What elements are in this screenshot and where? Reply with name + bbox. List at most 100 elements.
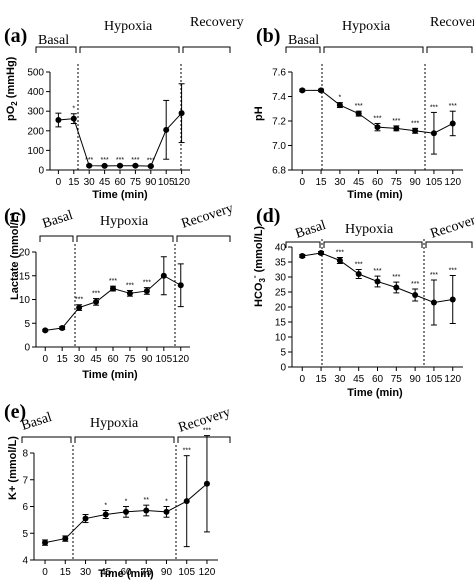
y-tick-label: 0 xyxy=(38,166,44,177)
x-axis-label: Time (min) xyxy=(98,568,154,580)
x-tick-label: 45 xyxy=(353,177,365,188)
data-point xyxy=(82,515,89,522)
panel-b: (b)BasalHypoxiaRecovery6.87.07.27.47.601… xyxy=(253,15,474,201)
significance-mark: *** xyxy=(116,157,124,164)
data-point xyxy=(412,127,419,134)
data-point xyxy=(412,292,419,298)
y-tick-label: 10 xyxy=(19,295,31,306)
data-point xyxy=(203,480,210,487)
significance-mark: *** xyxy=(392,118,400,125)
y-axis-label-main: pO xyxy=(5,105,17,121)
phase-brackets: Basal Hypoxia Recovery xyxy=(39,201,235,242)
data-point xyxy=(86,162,93,169)
phase-bracket-recovery xyxy=(176,235,231,242)
x-tick-label: 45 xyxy=(90,354,102,365)
x-tick-label: 60 xyxy=(107,354,119,365)
data-point xyxy=(163,126,170,133)
data-point xyxy=(102,511,109,518)
x-tick-label: 75 xyxy=(124,354,136,365)
data-point xyxy=(318,87,325,94)
x-tick-label: 105 xyxy=(426,177,443,188)
y-axis-label: HCO3- (mmol/L) xyxy=(250,226,267,307)
phase-bracket-recovery xyxy=(182,46,231,53)
data-point xyxy=(374,278,381,285)
x-tick-label: 15 xyxy=(60,567,72,578)
data-point xyxy=(59,325,66,331)
panel-letter: (c) xyxy=(4,205,26,227)
significance-mark: *** xyxy=(131,157,139,164)
y-tick-label: 25 xyxy=(275,288,287,299)
x-tick-label: 105 xyxy=(158,177,175,188)
significance-mark: *** xyxy=(411,120,419,127)
phase-label-hypoxia: Hypoxia xyxy=(345,222,394,237)
y-tick-label: 15 xyxy=(19,271,31,282)
y-tick-label: 7 xyxy=(22,475,28,486)
phase-label-hypoxia: Hypoxia xyxy=(90,416,139,431)
x-tick-label: 120 xyxy=(444,374,461,385)
phase-brackets: Basal Hypoxia Recovery xyxy=(285,211,474,248)
data-point xyxy=(42,327,49,334)
data-point xyxy=(355,271,362,277)
y-tick-label: 6.8 xyxy=(272,166,286,177)
y-tick-label: 20 xyxy=(275,303,287,314)
y-tick-label: 100 xyxy=(27,146,44,157)
data-point xyxy=(123,508,129,515)
data-point xyxy=(147,163,154,170)
phase-bracket-recovery xyxy=(177,436,231,443)
data-point xyxy=(336,257,343,264)
x-tick-label: 120 xyxy=(199,567,216,578)
significance-mark: *** xyxy=(85,157,93,164)
significance-mark: *** xyxy=(430,104,438,111)
x-tick-label: 0 xyxy=(299,374,305,385)
x-tick-label: 60 xyxy=(114,177,126,188)
phase-bracket-basal xyxy=(35,46,77,53)
significance-mark: *** xyxy=(183,448,191,455)
x-axis-label: Time (min) xyxy=(82,369,138,381)
x-tick-label: 30 xyxy=(80,567,92,578)
panel-letter: (b) xyxy=(256,25,280,47)
x-axis-label: Time (min) xyxy=(92,189,148,201)
x-tick-label: 90 xyxy=(410,374,422,385)
phase-label-basal: Basal xyxy=(294,218,328,242)
phase-bracket-hypoxia xyxy=(79,46,180,53)
significance-mark: *** xyxy=(392,274,400,281)
data-point xyxy=(393,125,400,132)
significance-mark: *** xyxy=(143,280,151,287)
significance-mark: *** xyxy=(92,291,100,298)
y-axis-label: K+ (mmol/L) xyxy=(7,436,19,500)
data-point xyxy=(449,120,456,127)
data-point xyxy=(430,299,437,306)
panel-letter: (e) xyxy=(4,401,26,423)
y-axis-label-sub: 2 xyxy=(10,101,19,106)
data-point xyxy=(178,110,185,117)
x-tick-label: 30 xyxy=(334,177,346,188)
x-tick-label: 30 xyxy=(74,354,86,365)
data-point xyxy=(126,290,133,297)
significance-mark: *** xyxy=(203,428,211,435)
y-tick-label: 7.0 xyxy=(272,141,286,152)
y-tick-label: 0 xyxy=(280,363,286,374)
significance-mark: ** xyxy=(144,497,150,504)
significance-mark: *** xyxy=(449,268,457,275)
data-point xyxy=(336,102,343,109)
significance-mark: *** xyxy=(101,157,109,164)
y-axis-label: Lactate (mmol/L) xyxy=(9,212,21,300)
data-point xyxy=(449,296,456,303)
x-tick-label: 0 xyxy=(299,177,305,188)
phase-bracket-basal xyxy=(285,241,321,248)
data-point xyxy=(101,162,108,169)
x-tick-label: 75 xyxy=(130,177,142,188)
y-tick-label: 0 xyxy=(24,343,30,354)
data-point xyxy=(62,535,69,542)
phase-label-recovery: Recovery xyxy=(429,211,474,242)
x-tick-label: 60 xyxy=(372,177,384,188)
phase-label-hypoxia: Hypoxia xyxy=(104,19,153,34)
data-point xyxy=(299,87,306,94)
data-point xyxy=(76,304,83,311)
phase-label-basal: Basal xyxy=(288,33,319,48)
panel-d: (d) Basal Hypoxia Recovery 0 5 10 15 20 25 30 35 40 0… xyxy=(250,205,474,399)
phase-bracket-hypoxia xyxy=(76,235,174,242)
x-tick-label: 15 xyxy=(57,354,69,365)
data-point xyxy=(70,115,77,122)
x-tick-label: 45 xyxy=(100,567,112,578)
